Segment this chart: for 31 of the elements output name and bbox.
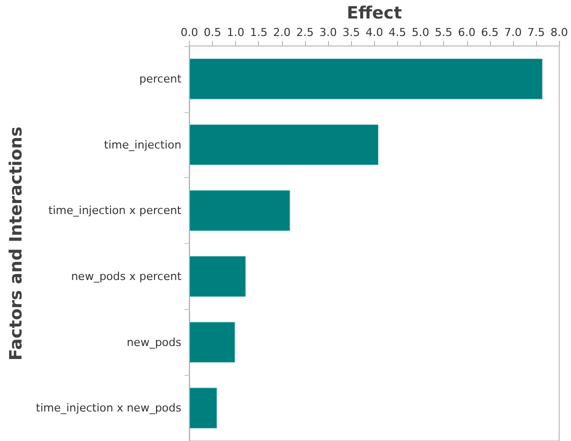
y-tick-label: time_injection x percent	[48, 204, 182, 218]
y-tick-label: time_injection x new_pods	[36, 402, 182, 415]
x-tick-label: 2.0	[273, 26, 291, 39]
y-tick-label: new_pods x percent	[71, 270, 182, 283]
bar	[189, 256, 246, 297]
bar	[189, 322, 236, 363]
x-tick-label: 4.5	[388, 26, 406, 39]
x-tick-label: 5.5	[434, 26, 452, 39]
x-tick-label: 2.5	[296, 26, 314, 39]
x-tick-label: 0.5	[204, 26, 222, 39]
x-tick-label: 0.0	[180, 26, 198, 39]
x-tick-label: 8.0	[550, 26, 568, 39]
x-tick-label: 7.5	[527, 26, 545, 39]
x-tick-label: 4.0	[366, 26, 384, 39]
y-tick-label: time_injection	[104, 138, 182, 152]
x-tick-label: 1.5	[250, 26, 268, 39]
bar	[189, 190, 290, 231]
x-tick-label: 6.5	[481, 26, 499, 39]
x-tick-label: 5.0	[412, 26, 430, 39]
x-tick-label: 7.0	[504, 26, 522, 39]
y-axis-title: Factors and Interactions	[6, 126, 26, 360]
x-tick-label: 6.0	[458, 26, 476, 39]
x-axis-title: Effect	[346, 4, 402, 24]
y-tick-label: percent	[139, 72, 182, 86]
x-tick-label: 1.0	[226, 26, 244, 39]
bar	[189, 388, 218, 428]
bar	[189, 58, 543, 100]
y-tick-label: new_pods	[126, 336, 182, 349]
x-tick-label: 3.0	[319, 26, 337, 39]
bar	[189, 124, 378, 166]
x-tick-label: 3.5	[342, 26, 360, 39]
